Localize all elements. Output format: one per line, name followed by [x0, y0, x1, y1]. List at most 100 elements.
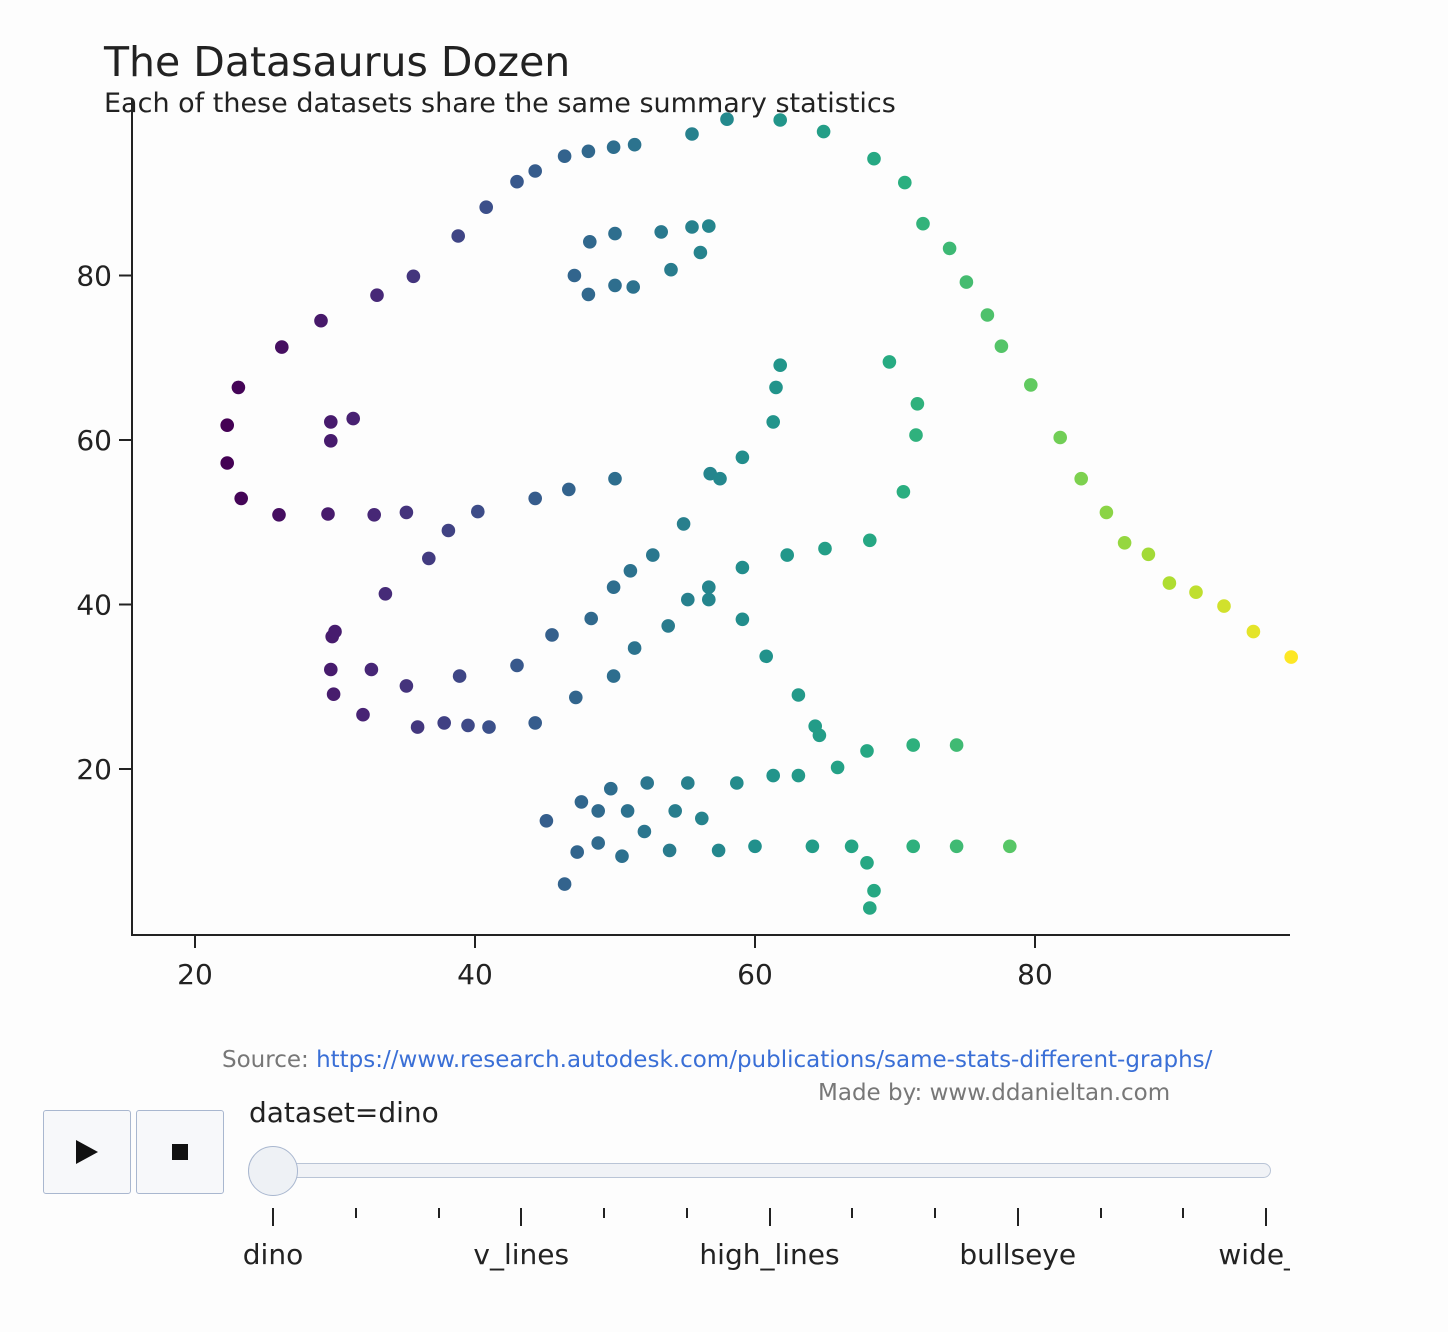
data-point — [713, 471, 727, 486]
data-point — [812, 728, 827, 743]
slider-track[interactable] — [270, 1163, 1271, 1178]
data-point — [916, 216, 930, 231]
source-line: Source: https://www.research.autodesk.co… — [222, 1047, 1212, 1073]
data-point — [606, 140, 621, 154]
data-point — [234, 491, 248, 506]
data-point — [1003, 839, 1017, 854]
data-point — [780, 548, 794, 562]
data-point — [482, 720, 496, 734]
data-point — [906, 738, 920, 752]
made-by-credit: Made by: www.ddanieltan.com — [818, 1080, 1171, 1106]
data-point — [606, 580, 621, 594]
slider-step-dino[interactable]: dino — [242, 1238, 304, 1271]
data-point — [702, 580, 716, 594]
slider-minor-tick — [685, 1208, 688, 1218]
source-prefix: Source: — [222, 1047, 317, 1073]
data-point — [693, 245, 708, 260]
data-point — [627, 137, 642, 152]
data-point — [844, 839, 859, 854]
data-point — [574, 795, 589, 809]
data-point — [685, 127, 699, 141]
slider-major-tick — [272, 1208, 274, 1226]
y-tick-label: 60 — [76, 424, 112, 457]
slider-current-value: dataset=dino — [249, 1096, 439, 1129]
data-point — [818, 541, 832, 556]
data-point — [882, 355, 897, 369]
data-point — [562, 482, 576, 497]
y-tick-label: 20 — [76, 753, 112, 786]
data-point — [328, 624, 342, 639]
x-tick-label: 80 — [1017, 958, 1053, 991]
data-point — [695, 811, 709, 826]
data-point — [437, 716, 452, 730]
data-point — [735, 560, 750, 575]
slider-step-bullseye[interactable]: bullseye — [959, 1238, 1077, 1271]
y-axis-ticks: 20 40 60 80 — [76, 260, 132, 786]
data-point — [949, 839, 964, 854]
chart-subtitle: Each of these datasets share the same su… — [104, 88, 896, 119]
data-point — [471, 504, 485, 519]
data-point — [410, 720, 425, 734]
data-point — [681, 592, 695, 607]
data-point — [898, 175, 912, 190]
x-tick-label: 60 — [737, 958, 773, 991]
data-point — [608, 471, 622, 486]
data-point — [720, 112, 734, 126]
data-point — [640, 776, 654, 790]
slider-step-v_lines[interactable]: v_lines — [473, 1238, 570, 1271]
data-point — [608, 226, 622, 241]
slider-minor-tick — [354, 1208, 357, 1218]
data-point — [805, 839, 820, 854]
data-point — [748, 839, 762, 854]
data-point — [583, 235, 597, 249]
data-point — [569, 690, 583, 705]
data-point — [606, 669, 621, 683]
data-point — [324, 662, 338, 677]
scatter-plot: 20 40 60 80 20 40 60 80 — [76, 100, 1298, 991]
data-point — [557, 877, 572, 891]
data-point — [378, 587, 393, 601]
data-point — [791, 688, 806, 702]
slider-minor-tick — [934, 1208, 936, 1218]
stop-button[interactable] — [136, 1110, 224, 1194]
data-point — [220, 456, 234, 470]
data-point — [1099, 505, 1114, 520]
data-point — [324, 415, 338, 429]
data-point — [399, 505, 414, 520]
data-point — [441, 523, 456, 538]
data-point — [773, 358, 787, 373]
data-point — [702, 592, 716, 607]
data-point — [702, 219, 716, 233]
data-point — [959, 275, 974, 289]
data-point — [860, 744, 874, 758]
data-point — [735, 450, 750, 465]
slider-step-high_lines[interactable]: high_lines — [699, 1238, 840, 1271]
data-point — [668, 804, 682, 818]
data-point — [1141, 547, 1156, 562]
data-point — [949, 738, 964, 752]
data-point — [399, 679, 414, 693]
slider-minor-tick — [603, 1208, 605, 1218]
data-point — [942, 241, 957, 256]
y-tick-label: 40 — [76, 589, 112, 622]
data-point — [626, 280, 640, 294]
data-point — [321, 507, 335, 521]
play-button[interactable] — [43, 1110, 131, 1194]
x-tick-label: 20 — [177, 958, 213, 991]
data-point — [909, 428, 923, 442]
data-point — [654, 225, 668, 239]
data-point — [766, 415, 780, 429]
data-point — [452, 669, 467, 683]
data-point — [581, 287, 596, 302]
slider-handle[interactable] — [248, 1146, 298, 1196]
stop-icon — [172, 1144, 188, 1160]
data-point — [661, 619, 675, 633]
source-link[interactable]: https://www.research.autodesk.com/public… — [316, 1047, 1213, 1073]
data-point — [627, 641, 642, 655]
data-point — [994, 339, 1009, 354]
slider-major-tick — [520, 1208, 523, 1226]
data-point — [816, 124, 831, 139]
data-point — [681, 776, 695, 790]
data-point — [863, 533, 877, 548]
data-point — [346, 411, 361, 426]
